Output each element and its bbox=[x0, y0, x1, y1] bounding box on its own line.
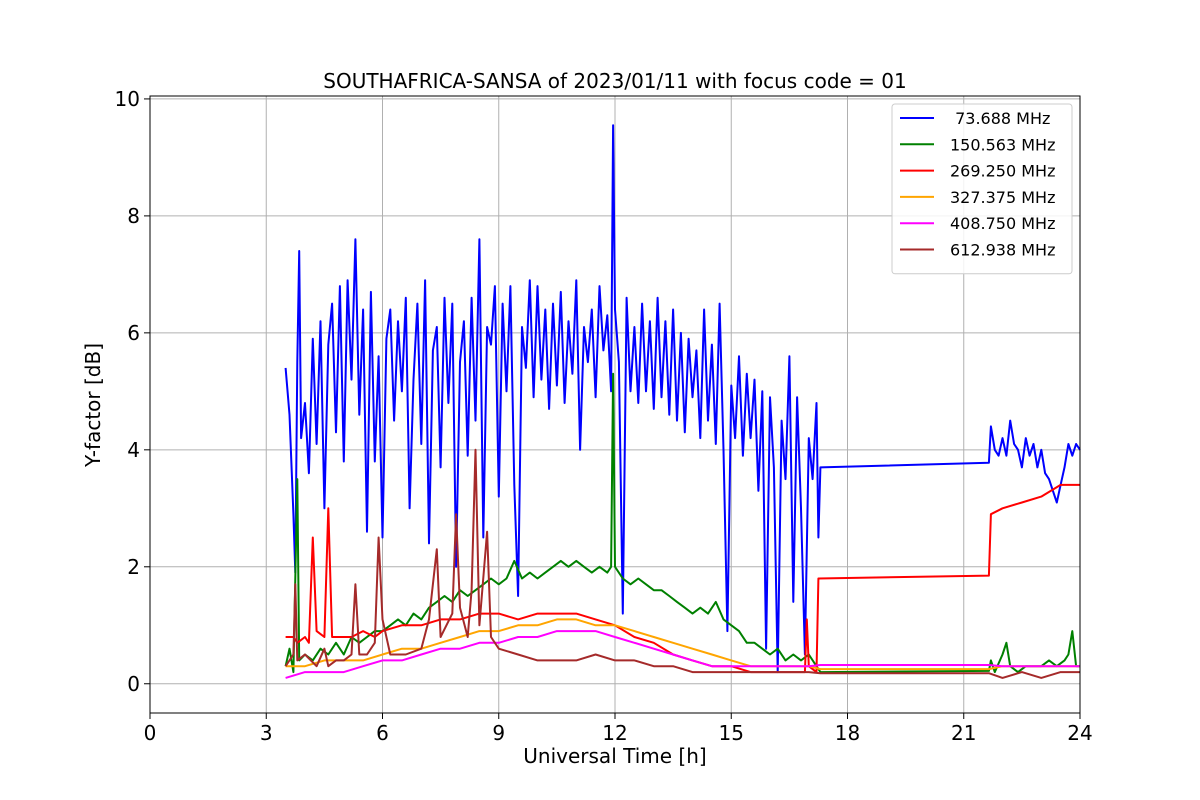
x-tick-label: 3 bbox=[260, 721, 273, 745]
x-tick-label: 21 bbox=[951, 721, 976, 745]
x-tick-label: 0 bbox=[144, 721, 157, 745]
legend-label: 327.375 MHz bbox=[950, 188, 1055, 207]
x-tick-label: 24 bbox=[1067, 721, 1092, 745]
x-tick-label: 9 bbox=[492, 721, 505, 745]
y-tick-label: 8 bbox=[127, 204, 140, 228]
legend-label: 150.563 MHz bbox=[950, 135, 1055, 154]
y-axis-label: Y-factor [dB] bbox=[81, 343, 105, 468]
x-tick-label: 6 bbox=[376, 721, 389, 745]
y-tick-label: 10 bbox=[115, 87, 140, 111]
y-tick-label: 4 bbox=[127, 438, 140, 462]
legend-label: 612.938 MHz bbox=[950, 241, 1055, 260]
series-layer bbox=[284, 124, 1081, 679]
legend-label: 269.250 MHz bbox=[950, 162, 1055, 181]
y-tick-label: 6 bbox=[127, 321, 140, 345]
series-line bbox=[285, 630, 1080, 679]
chart-title: SOUTHAFRICA-SANSA of 2023/01/11 with foc… bbox=[323, 69, 907, 93]
series-line bbox=[284, 448, 1080, 679]
series-line bbox=[284, 124, 1081, 674]
x-tick-label: 18 bbox=[835, 721, 860, 745]
y-tick-label: 0 bbox=[127, 672, 140, 696]
legend-box bbox=[891, 103, 1073, 275]
x-tick-label: 15 bbox=[719, 721, 744, 745]
series-line bbox=[285, 483, 1080, 674]
legend-label: 408.750 MHz bbox=[950, 214, 1055, 233]
x-axis-label: Universal Time [h] bbox=[523, 744, 706, 768]
legend-label: 73.688 MHz bbox=[950, 109, 1050, 128]
legend: 73.688 MHz 150.563 MHz 269.250 MHz 327.375 … bbox=[891, 103, 1073, 275]
x-tick-label: 12 bbox=[602, 721, 627, 745]
y-tick-label: 2 bbox=[127, 555, 140, 579]
